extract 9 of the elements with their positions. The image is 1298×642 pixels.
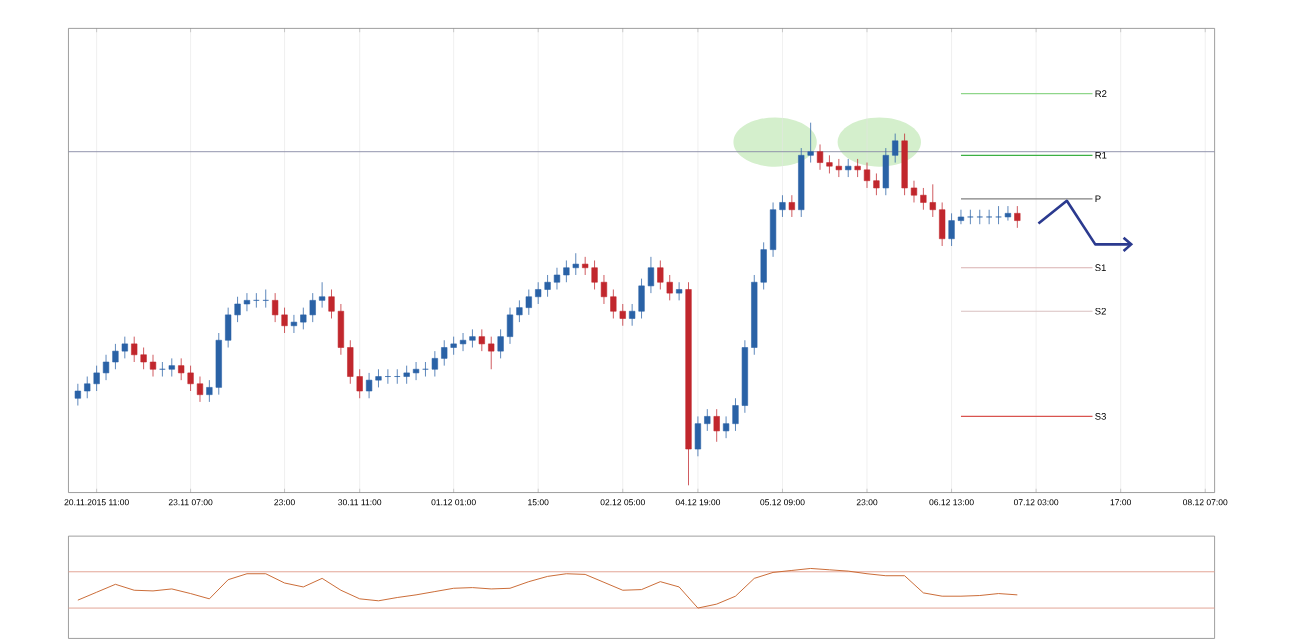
candlestick xyxy=(967,209,974,225)
candlestick xyxy=(168,357,175,377)
candlestick xyxy=(845,158,852,178)
candlestick xyxy=(1014,205,1021,229)
candlestick xyxy=(788,194,795,218)
candlestick xyxy=(262,289,269,308)
candlestick xyxy=(1004,205,1012,221)
candlestick xyxy=(676,281,683,301)
candlestick xyxy=(713,408,720,443)
